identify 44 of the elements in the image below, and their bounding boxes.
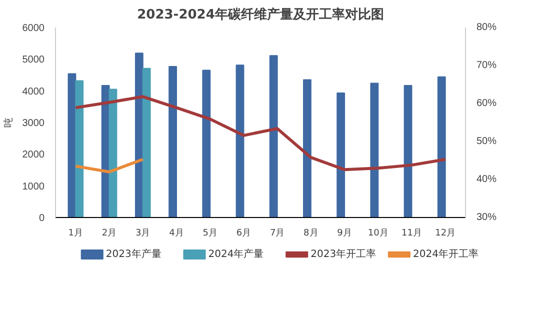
bar <box>202 70 211 218</box>
legend-label: 2024年产量 <box>208 248 264 260</box>
y-tick-label: 2000 <box>22 150 45 161</box>
legend-label: 2023年产量 <box>106 248 162 260</box>
x-tick-label: 6月 <box>236 228 252 238</box>
y2-tick-label: 40% <box>476 174 497 185</box>
x-tick-label: 5月 <box>202 228 218 238</box>
bar <box>437 76 446 218</box>
y-axis-title: 吨 <box>2 118 14 128</box>
bar <box>404 84 412 218</box>
x-tick-label: 8月 <box>304 228 318 238</box>
x-tick-label: 7月 <box>270 228 285 238</box>
legend-label: 2024年开工率 <box>413 248 478 260</box>
bar <box>75 80 84 218</box>
line-series <box>74 95 447 172</box>
chart-title: 2023-2024年碳纤维产量及开工率对比图 <box>137 6 384 22</box>
bar <box>336 92 346 218</box>
x-tick-label: 11月 <box>402 228 422 238</box>
bar <box>236 64 244 218</box>
y2-tick-label: 60% <box>476 98 497 109</box>
x-tick-label: 3月 <box>136 228 150 238</box>
bar <box>370 82 379 218</box>
x-tick-label: 12月 <box>435 228 456 238</box>
y2-tick-label: 80% <box>476 22 497 33</box>
y-tick-label: 4000 <box>22 86 45 98</box>
x-tick-label: 9月 <box>337 228 352 238</box>
x-tick-label: 2月 <box>102 228 117 238</box>
y-tick-label: 1000 <box>22 181 45 192</box>
y2-tick-label: 70% <box>476 60 497 71</box>
x-tick-label: 4月 <box>169 228 184 238</box>
y-tick-label: 0 <box>38 213 45 224</box>
bar <box>269 55 278 218</box>
y2-tick-label: 30% <box>476 212 497 223</box>
y2-tick-label: 50% <box>476 136 497 147</box>
y-tick-label: 3000 <box>22 118 45 129</box>
y-tick-label: 5000 <box>22 54 45 66</box>
legend-label: 2023年开工率 <box>310 248 376 260</box>
bar <box>142 68 151 218</box>
y-tick-label: 6000 <box>22 23 45 34</box>
bar <box>108 88 118 218</box>
x-tick-label: 10月 <box>368 228 388 238</box>
bar <box>303 79 312 218</box>
x-tick-label: 1月 <box>68 228 84 238</box>
bar <box>168 66 177 218</box>
